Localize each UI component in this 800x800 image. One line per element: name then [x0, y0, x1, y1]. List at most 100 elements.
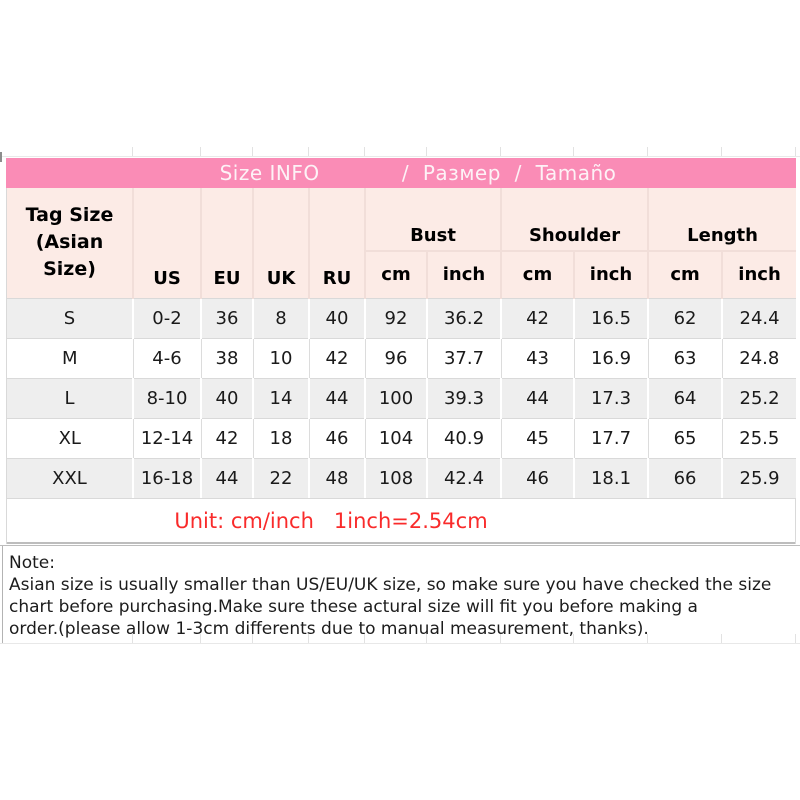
size-info-title-bar: Size INFO / Размер / Tamaño — [6, 158, 796, 188]
cell-uk: 14 — [253, 378, 310, 418]
cell-bust-cm: 100 — [365, 378, 428, 418]
unit-note-row: Unit: cm/inch 1inch=2.54cm — [7, 498, 795, 544]
grid-stub — [647, 147, 648, 156]
grid-stub — [795, 634, 796, 643]
cell-bust-cm: 108 — [365, 458, 428, 498]
cell-eu: 36 — [201, 298, 254, 338]
note-line: chart before purchasing.Make sure these … — [9, 597, 698, 617]
cell-us: 12-14 — [133, 418, 202, 458]
grid-stub — [364, 147, 365, 156]
cell-length-cm: 64 — [648, 378, 724, 418]
cell-ru: 40 — [309, 298, 366, 338]
cell-us: 0-2 — [133, 298, 202, 338]
cell-us: 4-6 — [133, 338, 202, 378]
size-info-title: Size INFO / Размер / Tamaño — [219, 161, 617, 185]
cell-length-cm: 62 — [648, 298, 724, 338]
shoulder-cm-header: cm — [501, 251, 576, 298]
unit-note-text: Unit: cm/inch 1inch=2.54cm — [174, 508, 488, 533]
grid-stub — [132, 634, 133, 643]
cell-uk: 22 — [253, 458, 310, 498]
cell-uk: 18 — [253, 418, 310, 458]
cell-ru: 46 — [309, 418, 366, 458]
left-edge-tick — [0, 152, 2, 162]
table-row-s: S 0-2 36 8 40 92 36.2 42 16.5 62 24.4 — [7, 298, 797, 338]
cell-shoulder-cm: 45 — [501, 418, 575, 458]
cell-bust-inch: 39.3 — [427, 378, 503, 418]
cell-bust-inch: 42.4 — [427, 458, 503, 498]
cell-length-cm: 66 — [648, 458, 724, 498]
length-group-header: Length — [648, 188, 797, 252]
grid-stub — [426, 147, 427, 156]
cell-shoulder-cm: 44 — [501, 378, 576, 418]
cell-ru: 48 — [309, 458, 366, 498]
grid-stub — [364, 634, 365, 643]
cell-eu: 42 — [201, 418, 254, 458]
grid-stub — [252, 634, 253, 643]
grid-stub — [308, 147, 309, 156]
grid-stub — [252, 147, 253, 156]
cell-tag: S — [7, 298, 134, 338]
note-line: order.(please allow 1-3cm differents due… — [9, 619, 649, 639]
cell-uk: 10 — [253, 338, 310, 378]
grid-stub — [721, 147, 722, 156]
size-table: Tag Size (Asian Size) US EU UK RU Bust S… — [7, 188, 797, 498]
cell-bust-cm: 96 — [365, 338, 428, 378]
cell-tag: XL — [7, 418, 134, 458]
cell-ru: 44 — [309, 378, 366, 418]
cell-shoulder-cm: 43 — [501, 338, 575, 378]
cell-bust-cm: 104 — [365, 418, 428, 458]
cell-length-cm: 63 — [648, 338, 723, 378]
eu-column-header: EU — [201, 188, 254, 298]
ru-column-header: RU — [309, 188, 366, 298]
grid-stub — [573, 634, 574, 643]
length-cm-header: cm — [648, 251, 724, 298]
grid-stub — [647, 634, 648, 643]
cell-length-inch: 24.4 — [739, 307, 780, 329]
cell-shoulder-inch: 18.1 — [574, 458, 650, 498]
shoulder-inch-header: inch — [574, 251, 650, 298]
cell-length-inch: 25.5 — [739, 427, 780, 449]
cell-tag: XXL — [7, 458, 134, 498]
bust-group-header: Bust — [365, 188, 503, 252]
cell-us: 16-18 — [133, 458, 202, 498]
bottom-gridline — [0, 643, 800, 644]
note-line: Asian size is usually smaller than US/EU… — [9, 575, 772, 595]
tag-size-header: Tag Size (Asian Size) — [7, 188, 134, 298]
table-row-l: L 8-10 40 14 44 100 39.3 44 17.3 64 25.2 — [7, 378, 797, 418]
length-inch-header: inch — [722, 251, 797, 298]
note-line: Note: — [9, 553, 55, 573]
cell-tag: L — [7, 378, 134, 418]
cell-length-inch: 25.9 — [739, 467, 780, 489]
cell-bust-cm: 92 — [365, 298, 428, 338]
cell-shoulder-inch: 16.9 — [574, 338, 649, 378]
bust-cm-header: cm — [365, 251, 428, 298]
cell-shoulder-inch: 16.5 — [574, 298, 650, 338]
note-left-border — [2, 546, 3, 643]
grid-stub — [721, 634, 722, 643]
grid-stub — [795, 147, 796, 156]
table-row-xxl: XXL 16-18 44 22 48 108 42.4 46 18.1 66 2… — [7, 458, 797, 498]
grid-stub — [500, 634, 501, 643]
cell-shoulder-cm: 46 — [501, 458, 576, 498]
shoulder-group-header: Shoulder — [501, 188, 650, 252]
cell-eu: 40 — [201, 378, 254, 418]
cell-uk: 8 — [253, 298, 310, 338]
size-table-container: Tag Size (Asian Size) US EU UK RU Bust S… — [6, 188, 797, 544]
top-gridline — [0, 156, 800, 157]
grid-stub — [573, 147, 574, 156]
cell-bust-inch: 40.9 — [427, 418, 502, 458]
cell-shoulder-inch: 17.7 — [574, 418, 649, 458]
grid-stub — [500, 147, 501, 156]
cell-us: 8-10 — [133, 378, 202, 418]
note-section: Note: Asian size is usually smaller than… — [0, 545, 800, 643]
cell-bust-inch: 36.2 — [427, 298, 503, 338]
bust-inch-header: inch — [427, 251, 503, 298]
us-column-header: US — [133, 188, 202, 298]
grid-stub — [200, 147, 201, 156]
cell-bust-inch: 37.7 — [427, 338, 502, 378]
cell-eu: 44 — [201, 458, 254, 498]
cell-eu: 38 — [201, 338, 254, 378]
cell-length-cm: 65 — [648, 418, 723, 458]
cell-length-inch: 25.2 — [739, 387, 780, 409]
